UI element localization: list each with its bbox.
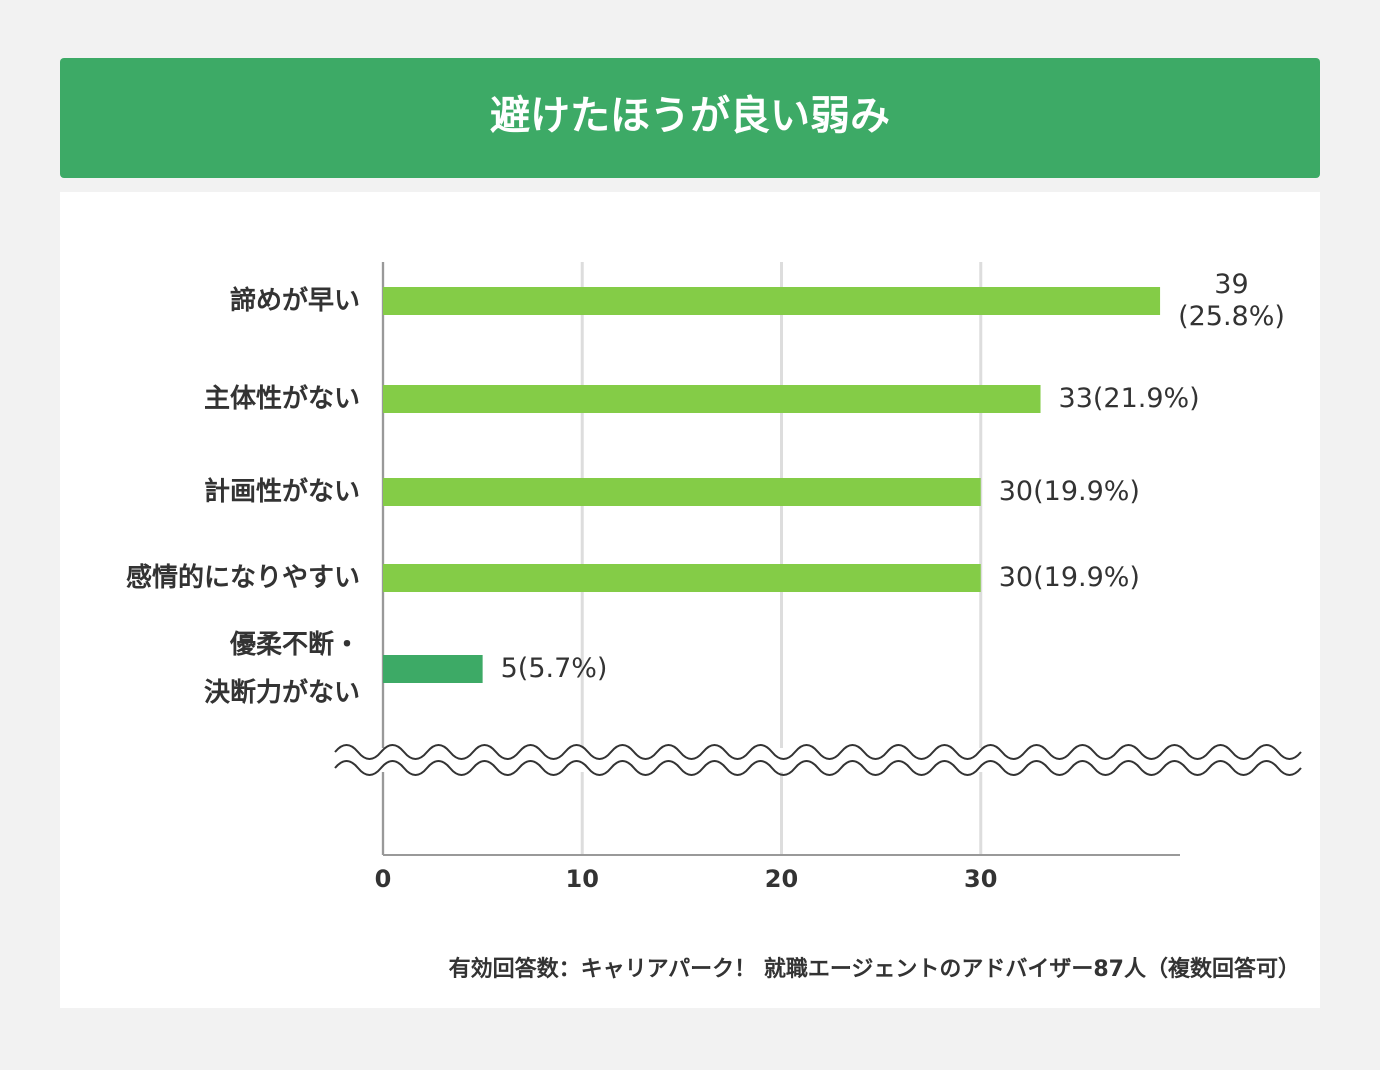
- y-tick-label: 諦めが早い: [229, 286, 360, 316]
- x-tick-label: 0: [375, 865, 392, 893]
- x-tick-label: 10: [566, 865, 599, 893]
- x-tick-label: 30: [964, 865, 997, 893]
- axis-break-line: [334, 744, 1302, 760]
- note: 有効回答数：キャリアパーク！ 就職エージェントのアドバイザー87人（複数回答可）: [449, 956, 1300, 982]
- value-label: 30(19.9%): [998, 476, 1140, 507]
- value-label: 30(19.9%): [998, 562, 1140, 593]
- y-tick-label: 主体性がない: [203, 384, 360, 414]
- value-label: 33(21.9%): [1058, 383, 1200, 414]
- value-label: 5(5.7%): [500, 653, 608, 684]
- y-tick-label: 感情的になりやすい: [125, 563, 360, 593]
- bar: [383, 564, 981, 592]
- y-tick-label: 優柔不断・ 決断力がない: [203, 630, 360, 708]
- bar: [383, 287, 1161, 315]
- bar: [383, 478, 981, 506]
- axis-break-line: [334, 760, 1302, 776]
- header: [60, 58, 1320, 178]
- y-tick-label: 計画性がない: [203, 477, 360, 507]
- bar: [383, 655, 483, 683]
- axis-break-gap: [335, 748, 1283, 772]
- value-label: 39 (25.8%): [1178, 269, 1285, 332]
- x-tick-label: 20: [765, 865, 798, 893]
- chart-title: 避けたほうが良い弱み: [490, 93, 890, 139]
- bar: [383, 385, 1041, 413]
- panel: [60, 192, 1320, 1008]
